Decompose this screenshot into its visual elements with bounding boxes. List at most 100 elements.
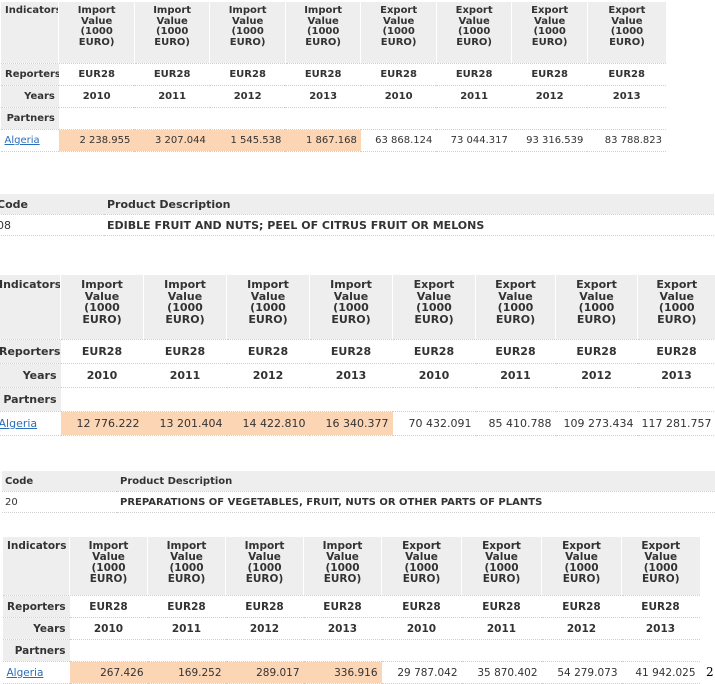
years-row: Years 2010 2011 2012 2013 2010 2011 2012… — [3, 618, 700, 640]
empty-cell — [226, 640, 304, 662]
reporters-row: Reporters EUR28 EUR28 EUR28 EUR28 EUR28 … — [0, 340, 715, 364]
empty-cell — [210, 108, 286, 130]
reporter-cell: EUR28 — [382, 596, 462, 618]
product-code-table: Code Product Description 08 EDIBLE FRUIT… — [0, 194, 714, 236]
partner-link-algeria[interactable]: Algeria — [0, 417, 37, 430]
import-value-cell: 1 867.168 — [285, 130, 361, 152]
import-value-cell: 169.252 — [148, 662, 226, 684]
product-description-header: Product Description — [104, 194, 714, 215]
page-number: 21 — [706, 665, 715, 679]
partner-values-row: Algeria 2 238.955 3 207.044 1 545.538 1 … — [1, 130, 667, 152]
reporters-label: Reporters — [0, 340, 61, 364]
empty-cell — [61, 388, 144, 412]
reporter-cell: EUR28 — [476, 340, 556, 364]
reporter-cell: EUR28 — [285, 64, 361, 86]
year-cell: 2013 — [310, 364, 393, 388]
partner-values-row: Algeria 12 776.222 13 201.404 14 422.810… — [0, 412, 715, 436]
empty-cell — [512, 108, 588, 130]
product-code-block-20: Code Product Description 20 PREPARATIONS… — [2, 471, 715, 513]
product-code: 08 — [0, 215, 104, 236]
year-cell: 2012 — [210, 86, 286, 108]
reporters-label: Reporters — [1, 64, 59, 86]
year-cell: 2011 — [476, 364, 556, 388]
year-cell: 2012 — [542, 618, 622, 640]
year-cell: 2013 — [304, 618, 382, 640]
export-value-cell: 29 787.042 — [382, 662, 462, 684]
partner-link-algeria[interactable]: Algeria — [7, 667, 44, 679]
year-cell: 2010 — [61, 364, 144, 388]
import-value-cell: 3 207.044 — [134, 130, 210, 152]
partner-link-algeria[interactable]: Algeria — [5, 135, 40, 146]
empty-cell — [227, 388, 310, 412]
partners-row: Partners — [1, 108, 667, 130]
year-cell: 2011 — [144, 364, 227, 388]
partners-label: Partners — [1, 108, 59, 130]
year-cell: 2012 — [556, 364, 638, 388]
years-label: Years — [3, 618, 70, 640]
empty-cell — [542, 640, 622, 662]
export-value-cell: 109 273.434 — [556, 412, 638, 436]
partner-cell: Algeria — [1, 130, 59, 152]
import-value-cell: 13 201.404 — [144, 412, 227, 436]
reporter-cell: EUR28 — [227, 340, 310, 364]
reporter-cell: EUR28 — [542, 596, 622, 618]
import-value-cell: 1 545.538 — [210, 130, 286, 152]
partners-row: Partners — [0, 388, 715, 412]
years-label: Years — [0, 364, 61, 388]
product-code-block-08: Code Product Description 08 EDIBLE FRUIT… — [0, 194, 714, 236]
year-cell: 2010 — [393, 364, 476, 388]
year-cell: 2010 — [382, 618, 462, 640]
year-cell: 2011 — [436, 86, 512, 108]
export-value-cell: 63 868.124 — [361, 130, 437, 152]
export-value-cell: 35 870.402 — [462, 662, 542, 684]
reporter-cell: EUR28 — [587, 64, 666, 86]
empty-cell — [382, 640, 462, 662]
years-label: Years — [1, 86, 59, 108]
import-value-cell: 336.916 — [304, 662, 382, 684]
year-cell: 2012 — [512, 86, 588, 108]
empty-cell — [304, 640, 382, 662]
import-value-cell: 289.017 — [226, 662, 304, 684]
year-cell: 2011 — [462, 618, 542, 640]
product-description: PREPARATIONS OF VEGETABLES, FRUIT, NUTS … — [117, 492, 715, 513]
empty-cell — [70, 640, 148, 662]
partner-cell: Algeria — [0, 412, 61, 436]
import-value-cell: 14 422.810 — [227, 412, 310, 436]
reporter-cell: EUR28 — [59, 64, 135, 86]
empty-cell — [436, 108, 512, 130]
empty-cell — [556, 388, 638, 412]
empty-cell — [134, 108, 210, 130]
reporters-row: Reporters EUR28 EUR28 EUR28 EUR28 EUR28 … — [1, 64, 667, 86]
indicators-label: Indicators — [3, 537, 70, 596]
reporter-cell: EUR28 — [436, 64, 512, 86]
export-value-cell: 83 788.823 — [587, 130, 666, 152]
empty-cell — [285, 108, 361, 130]
reporter-cell: EUR28 — [622, 596, 700, 618]
year-cell: 2012 — [227, 364, 310, 388]
reporter-cell: EUR28 — [361, 64, 437, 86]
empty-cell — [462, 640, 542, 662]
year-cell: 2013 — [622, 618, 700, 640]
reporter-cell: EUR28 — [512, 64, 588, 86]
code-header: Code — [2, 471, 117, 492]
product-description-header: Product Description — [117, 471, 715, 492]
empty-cell — [587, 108, 666, 130]
